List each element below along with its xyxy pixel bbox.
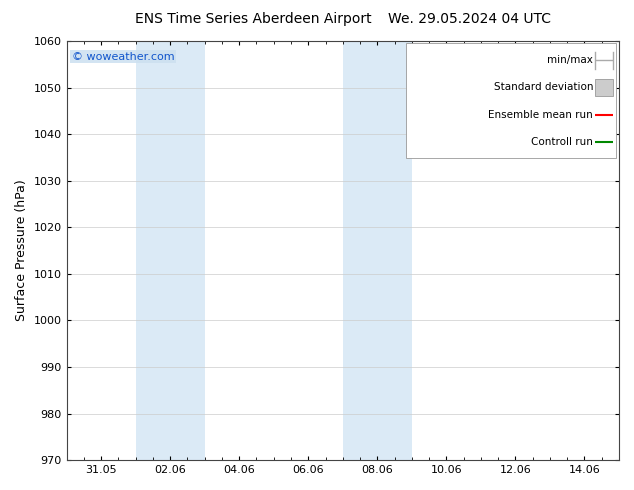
Bar (343, 41, 412, 460)
Text: Standard deviation: Standard deviation (493, 82, 593, 92)
Text: Ensemble mean run: Ensemble mean run (488, 110, 593, 120)
Bar (595, 79, 614, 96)
Text: We. 29.05.2024 04 UTC: We. 29.05.2024 04 UTC (387, 12, 551, 26)
FancyBboxPatch shape (406, 43, 616, 158)
Text: © woweather.com: © woweather.com (72, 51, 175, 62)
Text: Controll run: Controll run (531, 137, 593, 147)
Text: min/max: min/max (547, 55, 593, 65)
Text: ENS Time Series Aberdeen Airport: ENS Time Series Aberdeen Airport (135, 12, 372, 26)
Bar (136, 41, 205, 460)
Y-axis label: Surface Pressure (hPa): Surface Pressure (hPa) (15, 180, 28, 321)
